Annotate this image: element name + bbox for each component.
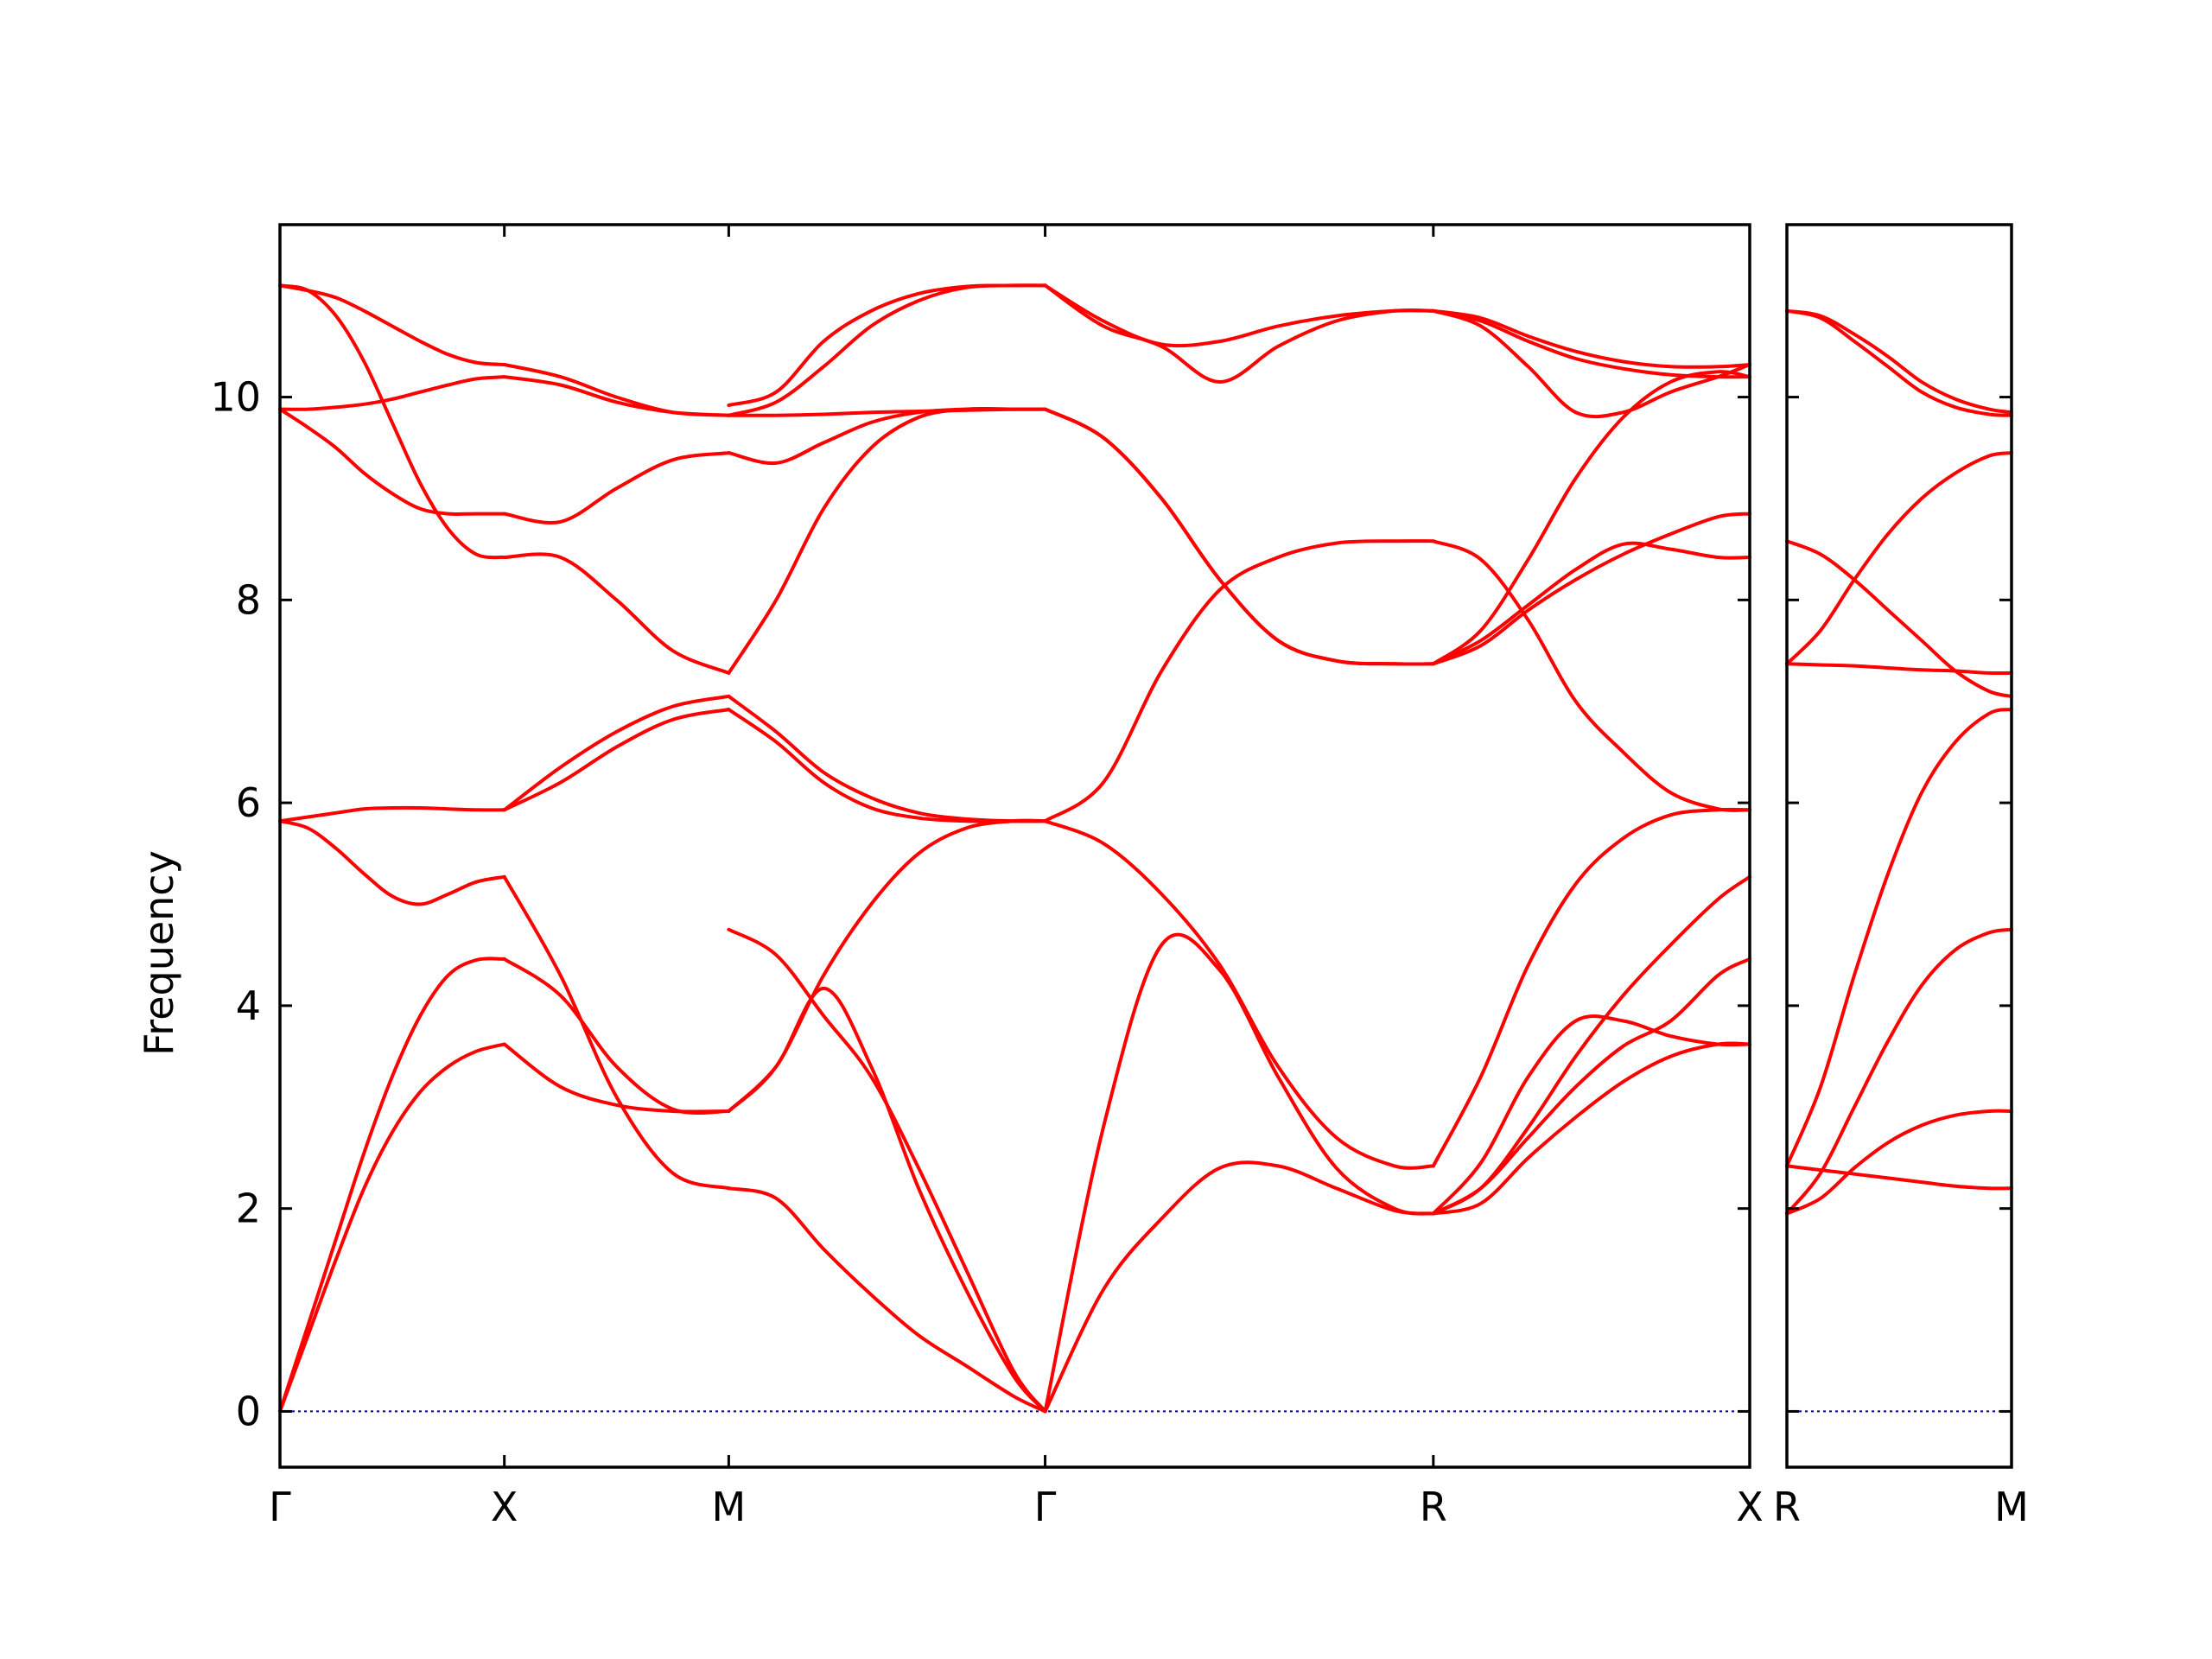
x-tick-label: M xyxy=(1994,1484,2029,1530)
band-line-X-M-8 xyxy=(502,363,731,417)
band-line-R-M-7 xyxy=(1785,308,2013,417)
band-line-M-Γ-10 xyxy=(727,283,1047,407)
band-line-X-M-1 xyxy=(502,957,731,1116)
y-tick-label: 4 xyxy=(236,982,261,1029)
band-line-Γ-R-6 xyxy=(1043,283,1435,384)
band-line-Γ-X-0 xyxy=(278,1042,506,1414)
x-tick-label: R xyxy=(1420,1484,1447,1530)
band-line-Γ-R-0 xyxy=(1043,1160,1435,1414)
x-tick-label: R xyxy=(1773,1484,1801,1530)
band-line-Γ-R-3 xyxy=(1043,539,1435,823)
band-line-R-X-6 xyxy=(1431,541,1751,666)
band-line-Γ-R-2 xyxy=(1043,819,1435,1170)
x-tick-label: Γ xyxy=(269,1484,291,1530)
band-line-M-Γ-2 xyxy=(727,927,1047,1414)
band-line-R-X-11 xyxy=(1431,308,1751,379)
band-line-R-M-2 xyxy=(1785,927,2013,1216)
band-line-Γ-X-3 xyxy=(278,805,506,823)
band-line-R-X-5 xyxy=(1431,539,1751,812)
band-line-R-X-2 xyxy=(1431,1014,1751,1216)
band-line-R-X-8 xyxy=(1431,370,1751,666)
band-line-M-Γ-3 xyxy=(727,818,1047,1113)
panel-main: 0 2 4 6 8 10 Γ X M Γ R X xyxy=(210,223,1764,1530)
band-line-M-Γ-6 xyxy=(727,406,1047,675)
band-line-R-X-3 xyxy=(1431,807,1751,1168)
band-line-Γ-X-5 xyxy=(278,375,506,411)
band-line-M-Γ-0 xyxy=(727,1186,1047,1414)
band-line-X-M-2 xyxy=(502,874,731,1191)
band-line-Γ-R-5 xyxy=(1043,407,1435,666)
band-line-M-Γ-5 xyxy=(727,694,1047,823)
plot-frame xyxy=(278,223,1751,1469)
band-line-R-M-4 xyxy=(1785,539,2013,698)
band-line-R-X-4 xyxy=(1431,874,1751,1216)
band-line-Γ-X-4 xyxy=(278,407,506,516)
band-line-Γ-X-7 xyxy=(278,283,506,366)
band-line-X-M-3 xyxy=(502,694,731,812)
y-tick-label: 10 xyxy=(210,374,261,421)
band-line-R-M-8 xyxy=(1785,308,2013,415)
band-line-M-Γ-8 xyxy=(727,407,1047,417)
x-tick-label: X xyxy=(491,1484,518,1530)
band-line-R-X-10 xyxy=(1431,308,1751,369)
band-line-R-X-7 xyxy=(1431,512,1751,666)
band-line-X-M-6 xyxy=(502,451,731,524)
band-line-R-X-9 xyxy=(1431,308,1751,419)
band-line-X-M-4 xyxy=(502,708,731,812)
x-tick-label: X xyxy=(1736,1484,1764,1530)
band-line-Γ-X-1 xyxy=(278,957,506,1414)
plot-frame xyxy=(1785,223,2013,1469)
y-tick-label: 6 xyxy=(236,779,261,826)
band-line-R-M-3 xyxy=(1785,708,2013,1168)
band-line-Γ-R-1 xyxy=(1043,932,1435,1414)
band-line-Γ-X-2 xyxy=(278,819,506,906)
band-line-Γ-R-4 xyxy=(1043,407,1435,666)
band-line-X-M-0 xyxy=(502,1042,731,1114)
band-line-R-M-0 xyxy=(1785,1164,2013,1191)
y-tick-label: 8 xyxy=(236,576,261,623)
y-tick-label: 2 xyxy=(236,1185,261,1232)
band-line-R-M-1 xyxy=(1785,1109,2013,1216)
band-line-R-X-1 xyxy=(1431,957,1751,1216)
band-line-Γ-R-7 xyxy=(1043,283,1435,348)
y-tick-label: 0 xyxy=(236,1388,261,1434)
y-axis-label: Frequency xyxy=(136,850,182,1056)
band-line-R-M-5 xyxy=(1785,662,2013,676)
x-tick-label: Γ xyxy=(1034,1484,1057,1530)
band-line-Γ-X-6 xyxy=(278,283,506,560)
band-line-X-M-5 xyxy=(502,552,731,675)
band-line-R-M-6 xyxy=(1785,451,2013,666)
x-tick-label: M xyxy=(712,1484,747,1530)
